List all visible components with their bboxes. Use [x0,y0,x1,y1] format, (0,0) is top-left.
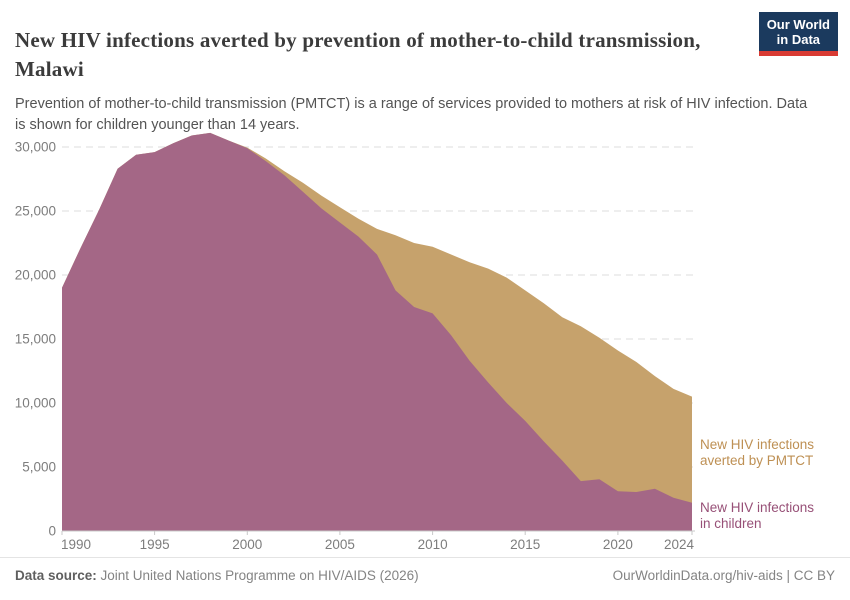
x-tick-label: 2000 [232,537,262,552]
x-tick-label: 2010 [418,537,448,552]
chart-title: New HIV infections averted by prevention… [15,28,701,82]
y-tick-label: 0 [48,524,56,539]
x-tick-label: 1990 [61,537,91,552]
series-label-averted-line2: averted by PMTCT [700,452,814,468]
x-tick-label: 2005 [325,537,355,552]
owid-logo-line2: in Data [776,32,821,47]
x-tick-label: 1995 [140,537,170,552]
series-label-children-line2: in children [700,515,762,531]
x-tick-label: 2020 [603,537,633,552]
owid-logo-line1: Our World [766,17,830,32]
x-tick-label: 2015 [510,537,540,552]
series-label-children: New HIV infections in children [700,500,845,531]
data-source-label: Data source: [15,568,97,583]
series-label-averted-line1: New HIV infections [700,437,815,452]
credit-link[interactable]: OurWorldinData.org/hiv-aids | CC BY [612,568,835,583]
series-label-children-line1: New HIV infections [700,500,815,515]
owid-logo[interactable]: Our World in Data [758,12,838,56]
chart-footer: Data source: Joint United Nations Progra… [0,557,850,583]
y-tick-label: 30,000 [15,140,56,155]
x-tick-label: 2024 [664,537,695,552]
y-tick-label: 20,000 [15,268,56,283]
data-source: Data source: Joint United Nations Progra… [15,568,419,583]
y-tick-label: 25,000 [15,204,56,219]
y-tick-label: 15,000 [15,332,56,347]
data-source-text: Joint United Nations Programme on HIV/AI… [96,568,419,583]
y-tick-label: 5,000 [22,460,56,475]
area-infections-in-children[interactable] [62,132,692,531]
y-tick-label: 10,000 [15,396,56,411]
chart-subtitle: Prevention of mother-to-child transmissi… [15,95,808,133]
series-label-averted: New HIV infections averted by PMTCT [700,437,845,468]
